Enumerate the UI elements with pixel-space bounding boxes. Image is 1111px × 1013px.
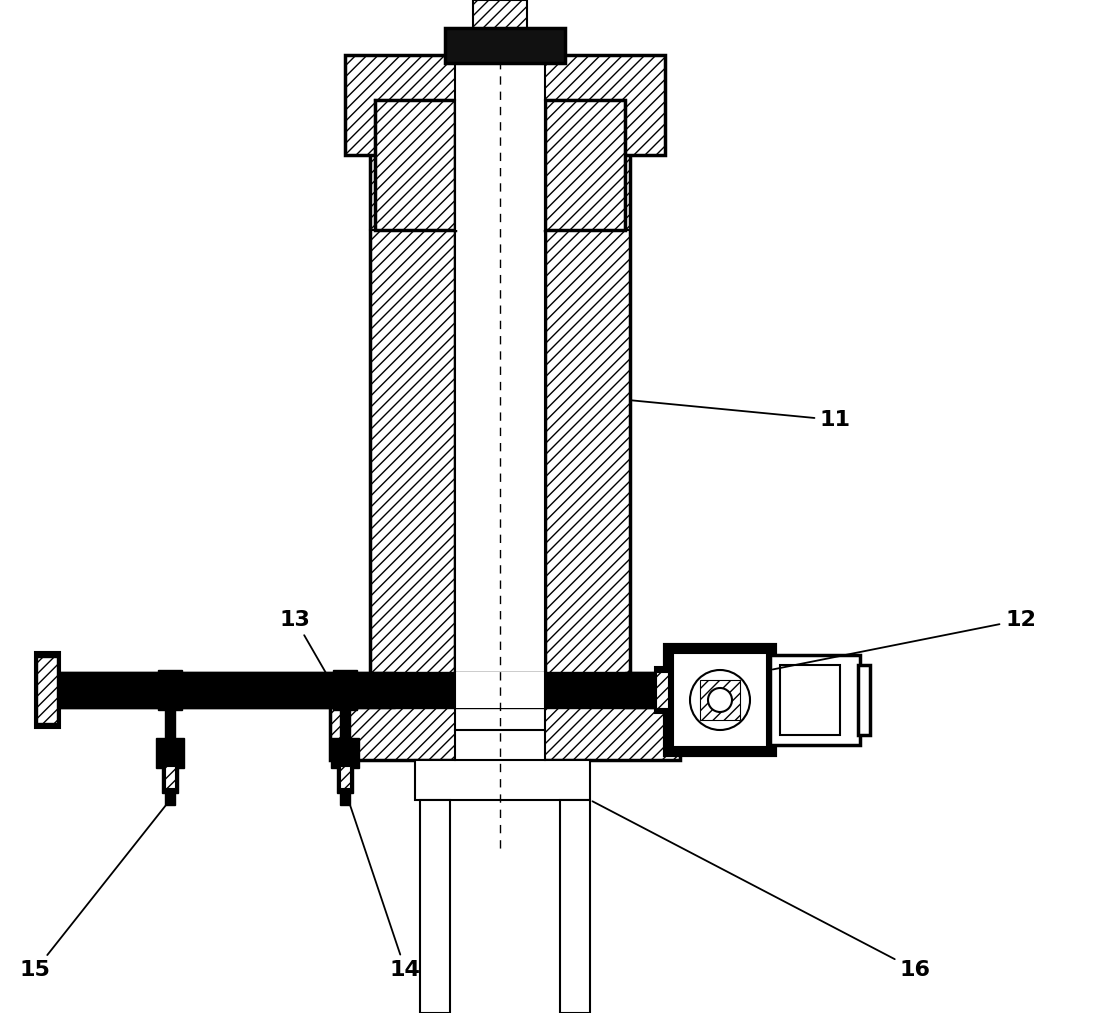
Text: 14: 14	[346, 792, 421, 980]
Bar	[446, 28, 565, 63]
Bar	[330, 674, 680, 706]
Bar	[780, 665, 840, 735]
Bar	[340, 790, 350, 805]
Circle shape	[708, 688, 732, 712]
Bar	[546, 100, 630, 700]
Text: 13: 13	[280, 610, 329, 678]
Bar	[416, 760, 590, 800]
Bar	[337, 763, 353, 793]
Bar	[340, 766, 350, 788]
Text: 15: 15	[20, 802, 168, 980]
Bar	[56, 672, 396, 708]
Bar	[655, 667, 670, 713]
Bar	[560, 800, 590, 1013]
Circle shape	[690, 670, 750, 730]
Bar	[333, 670, 357, 710]
Bar	[546, 100, 625, 230]
Bar	[770, 655, 860, 745]
Bar	[370, 100, 456, 700]
Bar	[456, 55, 546, 230]
Bar	[858, 665, 870, 735]
Bar	[37, 657, 57, 723]
Bar	[673, 653, 767, 747]
Bar	[166, 766, 176, 788]
Bar	[330, 700, 680, 760]
Bar	[700, 680, 740, 720]
Bar	[331, 738, 359, 768]
Text: 16: 16	[592, 801, 931, 980]
Bar	[625, 672, 670, 708]
Bar	[156, 738, 184, 768]
Bar	[420, 800, 450, 1013]
Bar	[340, 708, 350, 778]
Bar	[158, 670, 182, 710]
Bar	[665, 645, 775, 755]
Bar	[56, 672, 670, 708]
Bar	[473, 0, 527, 35]
Bar	[36, 652, 60, 728]
Text: 11: 11	[631, 400, 851, 430]
Bar	[166, 790, 176, 805]
Bar	[166, 708, 176, 778]
Bar	[655, 672, 668, 708]
Bar	[456, 672, 546, 708]
Bar	[162, 763, 178, 793]
Bar	[456, 700, 546, 760]
Bar	[346, 55, 665, 155]
Text: 12: 12	[773, 610, 1035, 670]
Bar	[456, 100, 546, 700]
Bar	[376, 100, 456, 230]
